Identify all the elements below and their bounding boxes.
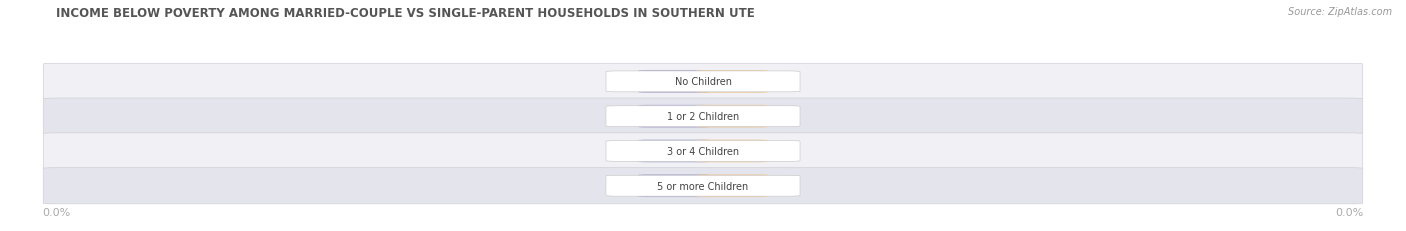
Text: INCOME BELOW POVERTY AMONG MARRIED-COUPLE VS SINGLE-PARENT HOUSEHOLDS IN SOUTHER: INCOME BELOW POVERTY AMONG MARRIED-COUPL… bbox=[56, 7, 755, 20]
Text: 0.0%: 0.0% bbox=[720, 147, 744, 156]
FancyBboxPatch shape bbox=[606, 72, 800, 92]
FancyBboxPatch shape bbox=[638, 71, 710, 93]
FancyBboxPatch shape bbox=[696, 175, 768, 197]
Text: Source: ZipAtlas.com: Source: ZipAtlas.com bbox=[1288, 7, 1392, 17]
FancyBboxPatch shape bbox=[638, 105, 710, 128]
Text: 0.0%: 0.0% bbox=[662, 112, 686, 121]
FancyBboxPatch shape bbox=[44, 99, 1362, 135]
FancyBboxPatch shape bbox=[44, 64, 1362, 100]
FancyBboxPatch shape bbox=[638, 140, 710, 163]
Text: No Children: No Children bbox=[675, 77, 731, 87]
Text: 0.0%: 0.0% bbox=[720, 112, 744, 121]
Text: 1 or 2 Children: 1 or 2 Children bbox=[666, 112, 740, 122]
FancyBboxPatch shape bbox=[696, 71, 768, 93]
FancyBboxPatch shape bbox=[696, 140, 768, 163]
FancyBboxPatch shape bbox=[606, 106, 800, 127]
Text: 0.0%: 0.0% bbox=[662, 147, 686, 156]
FancyBboxPatch shape bbox=[638, 175, 710, 197]
Text: 0.0%: 0.0% bbox=[720, 182, 744, 190]
FancyBboxPatch shape bbox=[696, 105, 768, 128]
FancyBboxPatch shape bbox=[44, 168, 1362, 204]
FancyBboxPatch shape bbox=[44, 133, 1362, 169]
Text: 3 or 4 Children: 3 or 4 Children bbox=[666, 146, 740, 156]
Text: 0.0%: 0.0% bbox=[662, 182, 686, 190]
Text: 0.0%: 0.0% bbox=[662, 78, 686, 86]
FancyBboxPatch shape bbox=[606, 176, 800, 196]
FancyBboxPatch shape bbox=[606, 141, 800, 162]
Text: 5 or more Children: 5 or more Children bbox=[658, 181, 748, 191]
Text: 0.0%: 0.0% bbox=[720, 78, 744, 86]
